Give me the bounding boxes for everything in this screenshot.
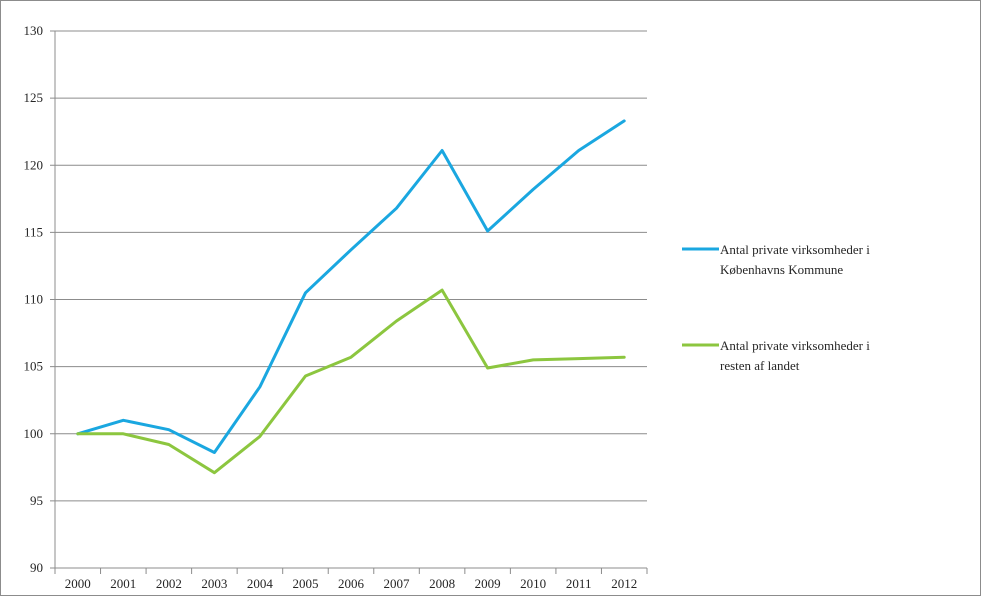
y-tick-label: 105 <box>24 359 44 374</box>
y-tick-label: 125 <box>24 90 44 105</box>
legend-label: resten af landet <box>720 358 800 373</box>
series-lines <box>76 119 626 475</box>
y-tick-labels: 90 95 100 105 110 115 120 125 130 <box>24 23 44 575</box>
legend-label: Antal private virksomheder i <box>720 242 870 257</box>
grid-lines <box>50 30 647 569</box>
x-tick-label: 2006 <box>338 576 365 591</box>
x-tick-label: 2008 <box>429 576 455 591</box>
x-tick-label: 2004 <box>247 576 274 591</box>
series-line-0 <box>76 119 626 454</box>
legend-label: Københavns Kommune <box>720 262 843 277</box>
legend: Antal private virksomheder i Københavns K… <box>682 242 870 373</box>
x-tick-label: 2009 <box>475 576 501 591</box>
y-tick-label: 115 <box>24 224 43 239</box>
axes <box>54 31 648 574</box>
y-tick-label: 100 <box>24 426 44 441</box>
x-tick-label: 2002 <box>156 576 182 591</box>
x-tick-label: 2001 <box>110 576 136 591</box>
x-tick-label: 2010 <box>520 576 546 591</box>
series-line-1 <box>76 288 626 475</box>
y-tick-label: 90 <box>30 560 43 575</box>
x-tick-label: 2012 <box>611 576 637 591</box>
x-tick-label: 2007 <box>384 576 411 591</box>
legend-label: Antal private virksomheder i <box>720 338 870 353</box>
x-tick-label: 2003 <box>201 576 227 591</box>
x-tick-label: 2011 <box>566 576 592 591</box>
y-tick-label: 95 <box>30 493 43 508</box>
y-tick-label: 120 <box>24 157 44 172</box>
x-tick-label: 2005 <box>292 576 318 591</box>
y-tick-label: 110 <box>24 292 43 307</box>
y-tick-label: 130 <box>24 23 44 38</box>
x-tick-label: 2000 <box>65 576 91 591</box>
x-tick-labels: 2000 2001 2002 2003 2004 2005 2006 2007 2008 2009… <box>65 576 637 591</box>
